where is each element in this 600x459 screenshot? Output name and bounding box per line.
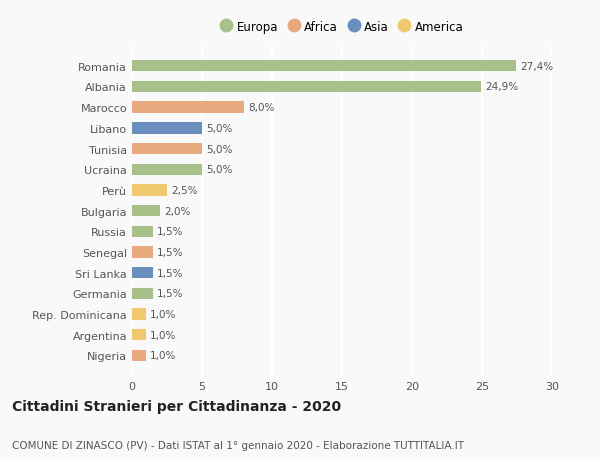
Text: 27,4%: 27,4%: [520, 62, 553, 72]
Bar: [132, 61, 515, 72]
Text: 24,9%: 24,9%: [485, 82, 518, 92]
Bar: [132, 102, 244, 113]
Text: 1,0%: 1,0%: [150, 330, 176, 340]
Bar: [132, 288, 153, 299]
Bar: [132, 144, 202, 155]
Bar: [132, 350, 146, 361]
Text: 1,5%: 1,5%: [157, 227, 184, 237]
Text: 5,0%: 5,0%: [206, 165, 233, 175]
Text: 8,0%: 8,0%: [248, 103, 275, 113]
Text: 1,5%: 1,5%: [157, 247, 184, 257]
Text: 5,0%: 5,0%: [206, 144, 233, 154]
Text: 1,0%: 1,0%: [150, 309, 176, 319]
Bar: [132, 247, 153, 258]
Bar: [132, 82, 481, 93]
Bar: [132, 226, 153, 237]
Bar: [132, 330, 146, 341]
Bar: [132, 268, 153, 279]
Text: Cittadini Stranieri per Cittadinanza - 2020: Cittadini Stranieri per Cittadinanza - 2…: [12, 399, 341, 413]
Text: COMUNE DI ZINASCO (PV) - Dati ISTAT al 1° gennaio 2020 - Elaborazione TUTTITALIA: COMUNE DI ZINASCO (PV) - Dati ISTAT al 1…: [12, 440, 464, 450]
Text: 5,0%: 5,0%: [206, 123, 233, 134]
Text: 2,5%: 2,5%: [171, 185, 198, 196]
Bar: [132, 206, 160, 217]
Text: 2,0%: 2,0%: [164, 206, 191, 216]
Bar: [132, 185, 167, 196]
Legend: Europa, Africa, Asia, America: Europa, Africa, Asia, America: [218, 19, 466, 36]
Text: 1,5%: 1,5%: [157, 289, 184, 299]
Text: 1,0%: 1,0%: [150, 351, 176, 361]
Bar: [132, 309, 146, 320]
Bar: [132, 164, 202, 175]
Text: 1,5%: 1,5%: [157, 268, 184, 278]
Bar: [132, 123, 202, 134]
